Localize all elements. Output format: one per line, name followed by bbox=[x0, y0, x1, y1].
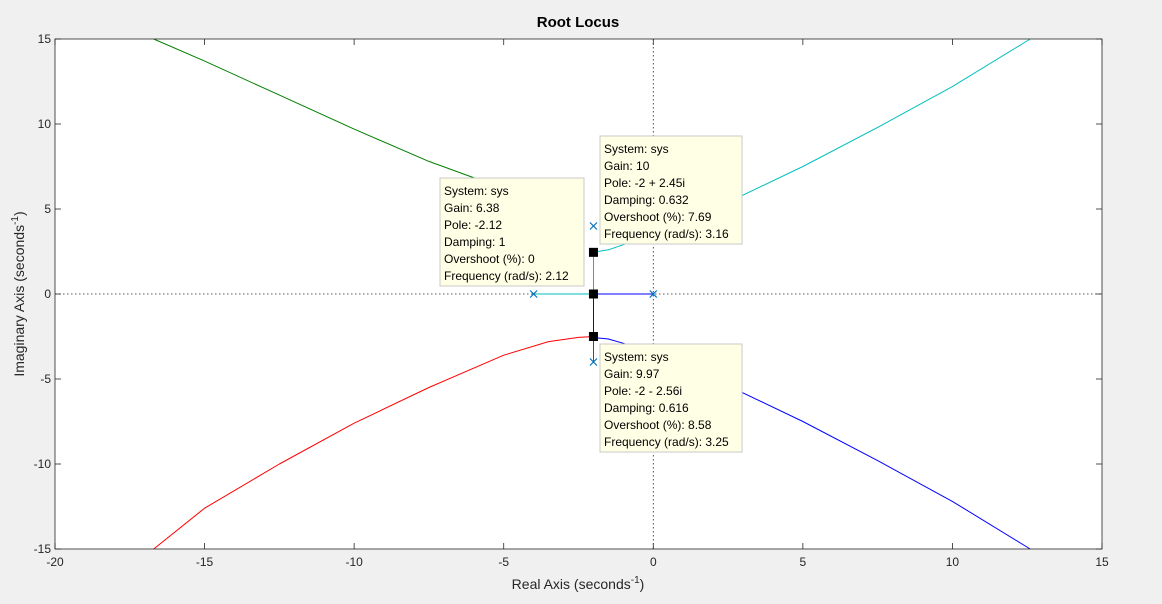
datatip-line: Damping: 0.616 bbox=[604, 401, 689, 415]
datatip-marker-3[interactable] bbox=[588, 332, 598, 341]
datatip-line: Frequency (rad/s): 3.25 bbox=[604, 435, 729, 449]
datatip-line: Pole: -2 + 2.45i bbox=[604, 176, 685, 190]
x-tick-label: -20 bbox=[46, 555, 64, 569]
datatip-markers bbox=[588, 247, 598, 341]
datatip-line: Overshoot (%): 7.69 bbox=[604, 210, 712, 224]
datatip-marker-1[interactable] bbox=[588, 289, 598, 299]
y-axis-title: Imaginary Axis (seconds-1) bbox=[10, 211, 27, 376]
x-axis-title: Real Axis (seconds-1) bbox=[512, 575, 645, 592]
datatip-line: Frequency (rad/s): 3.16 bbox=[604, 227, 729, 241]
datatip-box bbox=[599, 135, 743, 245]
datatip-1[interactable]: System: sys Gain: 6.38 Pole: -2.12 Damping:… bbox=[439, 177, 585, 287]
datatip-line: Overshoot (%): 8.58 bbox=[604, 418, 712, 432]
locus-branch-4[interactable] bbox=[153, 336, 594, 550]
pole-marker-2[interactable] bbox=[649, 290, 658, 298]
datatip-marker-2[interactable] bbox=[588, 247, 598, 257]
datatip-line: Frequency (rad/s): 2.12 bbox=[444, 269, 569, 283]
x-tick-label: -5 bbox=[498, 555, 509, 569]
datatip-2[interactable]: System: sys Gain: 10 Pole: -2 + 2.45i Dampi… bbox=[599, 135, 743, 245]
y-tick-label: 5 bbox=[44, 202, 51, 216]
datatip-line: System: sys bbox=[444, 184, 509, 198]
datatip-line: Damping: 1 bbox=[444, 235, 506, 249]
datatip-box bbox=[599, 343, 743, 453]
x-tick-label: 5 bbox=[800, 555, 807, 569]
pole-marker-4[interactable] bbox=[589, 358, 598, 366]
datatip-line: Gain: 9.97 bbox=[604, 367, 660, 381]
y-tick-label: 15 bbox=[38, 32, 52, 46]
x-tick-label: -10 bbox=[345, 555, 363, 569]
y-tick-label: -15 bbox=[34, 542, 52, 556]
x-tick-label: 10 bbox=[946, 555, 960, 569]
chart-title: Root Locus bbox=[537, 14, 620, 31]
y-tick-label: -5 bbox=[40, 372, 51, 386]
datatip-line: Pole: -2.12 bbox=[444, 218, 502, 232]
pole-marker-3[interactable] bbox=[589, 222, 598, 230]
datatip-line: Gain: 10 bbox=[604, 159, 650, 173]
y-tick-label: 0 bbox=[44, 287, 51, 301]
datatip-line: Gain: 6.38 bbox=[444, 201, 500, 215]
x-tick-label: 0 bbox=[650, 555, 657, 569]
datatip-line: Damping: 0.632 bbox=[604, 193, 689, 207]
open-loop-poles bbox=[529, 222, 658, 366]
datatip-line: System: sys bbox=[604, 142, 669, 156]
pole-marker-1[interactable] bbox=[529, 290, 538, 298]
y-tick-label: 10 bbox=[38, 117, 52, 131]
datatip-line: System: sys bbox=[604, 350, 669, 364]
x-tick-label: -15 bbox=[196, 555, 214, 569]
datatip-3[interactable]: System: sys Gain: 9.97 Pole: -2 - 2.56i Dam… bbox=[599, 343, 743, 453]
datatips: System: sys Gain: 6.38 Pole: -2.12 Damping:… bbox=[439, 135, 743, 453]
datatip-line: Overshoot (%): 0 bbox=[444, 252, 535, 266]
x-tick-label: 15 bbox=[1095, 555, 1109, 569]
datatip-box bbox=[439, 177, 585, 287]
datatip-line: Pole: -2 - 2.56i bbox=[604, 384, 682, 398]
y-tick-label: -10 bbox=[34, 457, 52, 471]
